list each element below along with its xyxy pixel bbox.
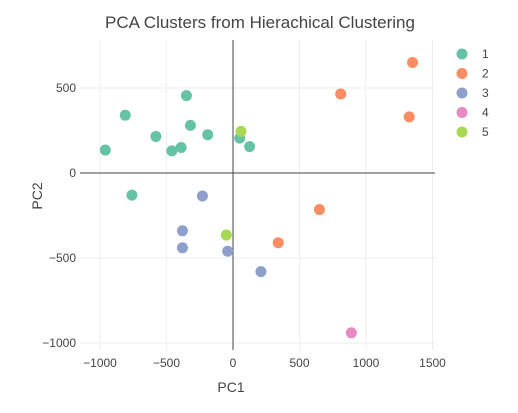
data-point-series-3[interactable] (255, 266, 267, 278)
data-point-series-1[interactable] (150, 130, 162, 142)
x-tick-label: −500 (153, 356, 180, 370)
x-axis-title: PC1 (217, 379, 244, 395)
data-point-series-3[interactable] (176, 225, 188, 237)
data-point-series-5[interactable] (235, 125, 247, 137)
data-point-series-1[interactable] (99, 144, 111, 156)
legend-label[interactable]: 3 (482, 86, 489, 100)
data-point-series-2[interactable] (407, 57, 419, 68)
data-point-series-2[interactable] (272, 237, 284, 249)
data-point-series-2[interactable] (403, 111, 415, 123)
legend-label[interactable]: 1 (482, 47, 489, 61)
data-point-series-5[interactable] (220, 229, 232, 241)
legend-marker[interactable] (456, 107, 468, 118)
data-point-series-1[interactable] (244, 141, 256, 153)
data-point-series-3[interactable] (222, 245, 234, 257)
legend-marker[interactable] (456, 126, 468, 138)
x-tick-label: −1000 (83, 356, 117, 370)
data-point-series-3[interactable] (176, 242, 188, 254)
data-point-series-1[interactable] (184, 119, 196, 131)
data-point-series-2[interactable] (313, 204, 325, 216)
y-axis-title: PC2 (29, 182, 45, 209)
tick-labels: −1000 −500 0 500 1000 1500 −1000 −500 0 500 (42, 81, 446, 370)
y-tick-label: 0 (69, 166, 76, 180)
data-point-series-1[interactable] (180, 90, 192, 102)
x-tick-label: 1500 (419, 356, 446, 370)
data-point-series-1[interactable] (175, 142, 187, 153)
legend-label[interactable]: 5 (482, 125, 489, 139)
axes (80, 40, 435, 350)
legend-label[interactable]: 4 (482, 106, 489, 120)
data-point-series-1[interactable] (126, 189, 138, 201)
data-point-series-1[interactable] (166, 145, 178, 157)
data-point-series-3[interactable] (196, 190, 208, 202)
legend-marker[interactable] (456, 68, 468, 79)
grid (80, 40, 435, 350)
legend-marker[interactable] (456, 48, 468, 60)
x-tick-label: 500 (289, 356, 309, 370)
legend: 1 2 3 4 5 (456, 47, 489, 139)
data-point-series-4[interactable] (345, 327, 357, 339)
y-tick-label: −1000 (42, 336, 76, 350)
legend-label[interactable]: 2 (482, 67, 489, 81)
data-point-series-1[interactable] (202, 129, 214, 141)
y-tick-label: −500 (49, 251, 76, 265)
x-tick-label: 0 (230, 356, 237, 370)
legend-marker[interactable] (456, 87, 468, 99)
y-tick-label: 500 (56, 81, 76, 95)
data-point-series-1[interactable] (119, 109, 131, 121)
x-tick-label: 1000 (353, 356, 380, 370)
data-points (99, 57, 419, 339)
chart-title: PCA Clusters from Hierachical Clustering (105, 13, 415, 32)
data-point-series-2[interactable] (335, 88, 347, 100)
